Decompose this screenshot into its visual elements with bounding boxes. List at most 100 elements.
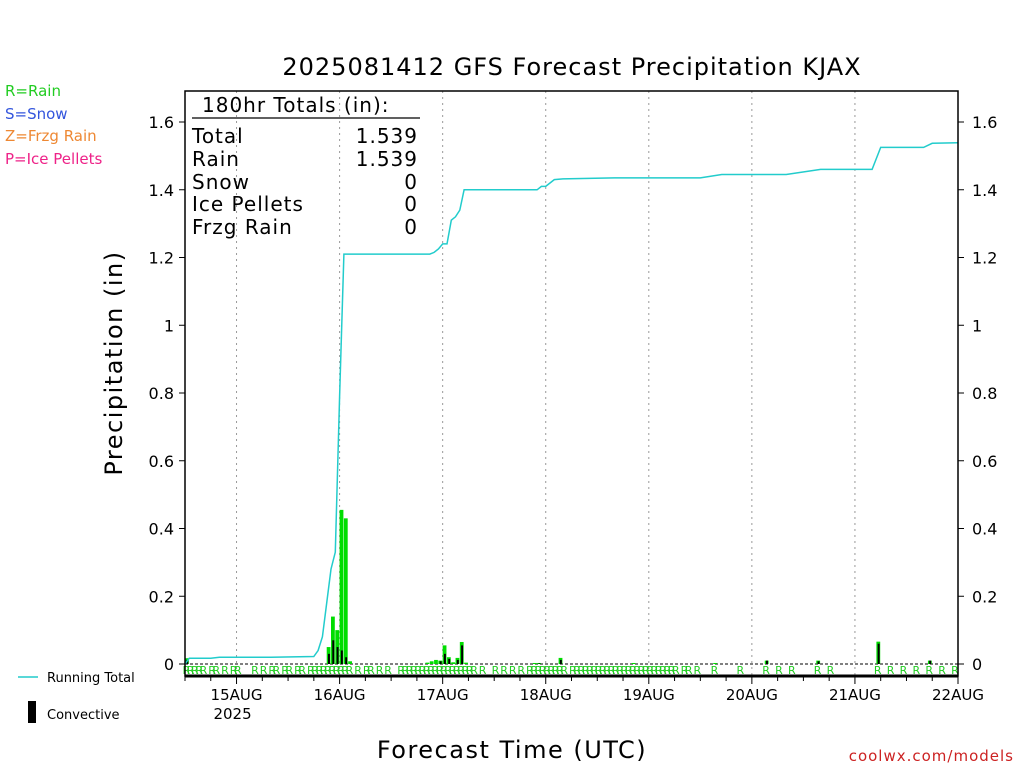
convective-bar-12 [559,659,562,664]
precip-type-mark-28: R [354,664,362,677]
precip-type-mark-72: R [599,664,607,677]
convective-bar-6 [439,661,442,664]
x-tick-label-3: 18AUG [520,686,572,704]
precip-type-mark-63: R [556,664,564,677]
precip-type-mark-95: R [762,664,770,677]
totals-row-freezing-rain-value: 0 [404,215,418,239]
y-tick-label-left-5: 1 [164,316,174,335]
precip-type-mark-97: R [788,664,796,677]
running-total-line [184,141,959,665]
legend-ice-pellets: P=Ice Pellets [5,150,102,168]
convective-bar-9 [456,659,459,664]
y-tick-label-right-0: 0 [972,655,982,674]
bars-layer [185,509,932,664]
precip-type-mark-22: R [324,664,332,677]
precip-type-mark-34: R [401,664,409,677]
precip-type-mark-84: R [651,664,659,677]
totals-row-snow-label: Snow [192,170,250,194]
precip-type-mark-38: R [419,664,427,677]
precip-type-mark-79: R [629,664,637,677]
convective-bar-2 [332,640,335,664]
precip-type-mark-41: R [432,664,440,677]
totals-row-freezing-rain-label: Frzg Rain [192,215,293,239]
precip-type-mark-31: R [376,664,384,677]
precip-type-mark-44: R [444,664,452,677]
totals-row-ice-pellets-label: Ice Pellets [192,192,304,216]
rain-bar-20 [631,662,636,664]
precip-type-mark-36: R [410,664,418,677]
precip-type-mark-77: R [620,664,628,677]
y-tick-label-right-6: 1.2 [972,249,997,268]
precip-type-mark-92: R [694,664,702,677]
rain-bar-16 [464,662,468,664]
convective-bar-5 [345,657,348,664]
y-axis-title: Precipitation (in) [100,250,128,475]
precip-type-mark-42: R [436,664,444,677]
precip-type-mark-103: R [913,664,921,677]
precip-type-mark-17: R [298,664,306,677]
precip-type-mark-60: R [543,664,551,677]
precip-type-mark-37: R [414,664,422,677]
precip-type-mark-67: R [578,664,586,677]
precip-type-mark-64: R [560,664,568,677]
convective-bar-4 [340,650,343,664]
y-tick-label-left-1: 0.2 [149,587,174,606]
y-tick-label-right-2: 0.4 [972,520,997,539]
totals-row-total-value: 1.539 [356,124,418,148]
precip-type-mark-16: R [294,664,302,677]
convective-bar-13 [766,660,768,664]
y-tick-label-left-7: 1.4 [149,181,174,200]
y-tick-label-left-2: 0.4 [149,520,174,539]
precip-type-mark-106: R [951,664,959,677]
x-axis-title: Forecast Time (UTC) [377,736,647,764]
precip-type-mark-90: R [681,664,689,677]
x-tick-label-2: 17AUG [417,686,469,704]
precip-type-mark-50: R [470,664,478,677]
precip-type-mark-56: R [526,664,534,677]
convective-bar-16 [929,660,932,664]
credit-link[interactable]: coolwx.com/models [849,747,1014,765]
precip-type-mark-40: R [427,664,435,677]
precip-type-mark-8: R [230,664,238,677]
precip-type-mark-78: R [625,664,633,677]
precip-type-mark-69: R [586,664,594,677]
precip-type-mark-9: R [234,664,242,677]
y-tick-label-left-4: 0.8 [149,384,174,403]
precip-type-mark-75: R [612,664,620,677]
totals-row-ice-pellets-value: 0 [404,192,418,216]
precip-type-mark-26: R [341,664,349,677]
y-tick-label-right-4: 0.8 [972,384,997,403]
x-tick-label-4: 19AUG [623,686,675,704]
precip-type-mark-53: R [500,664,508,677]
legend-freezing-rain: Z=Frzg Rain [5,127,97,145]
precip-type-mark-54: R [509,664,517,677]
totals-box: 180hr Totals (in): Total 1.539 Rain 1.53… [191,93,420,239]
legend-snow: S=Snow [5,105,68,123]
precip-type-mark-11: R [260,664,268,677]
precip-type-mark-102: R [900,664,908,677]
precip-type-mark-86: R [659,664,667,677]
y-tick-label-right-5: 1 [972,316,982,335]
rain-bar-13 [451,662,456,664]
precip-type-mark-76: R [616,664,624,677]
legend-rain: R=Rain [5,82,61,100]
y-tick-label-left-3: 0.6 [149,452,174,471]
precip-type-mark-62: R [552,664,560,677]
precip-type-mark-30: R [367,664,375,677]
convective-bar-8 [448,658,451,664]
series-legend: Running Total Convective [18,671,135,723]
totals-row-rain-label: Rain [192,147,240,171]
precip-type-mark-74: R [608,664,616,677]
precip-type-mark-45: R [449,664,457,677]
precip-type-mark-105: R [938,664,946,677]
totals-row-snow-value: 0 [404,170,418,194]
precip-type-mark-10: R [251,664,259,677]
precip-type-mark-52: R [492,664,500,677]
precip-type-mark-83: R [646,664,654,677]
precip-type-mark-99: R [827,664,835,677]
precip-type-mark-89: R [672,664,680,677]
precip-type-mark-49: R [466,664,474,677]
y-tick-label-right-8: 1.6 [972,113,997,132]
